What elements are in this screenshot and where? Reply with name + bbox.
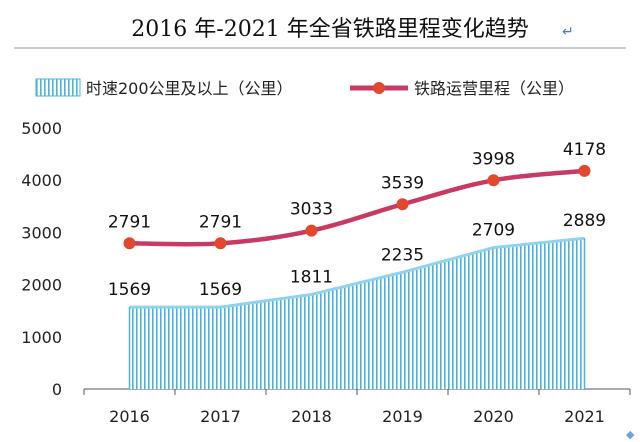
line-marker <box>214 237 227 250</box>
line-data-label: 3998 <box>472 149 515 169</box>
line-marker <box>123 237 136 250</box>
line-series <box>123 164 591 250</box>
legend-swatch-marker <box>373 82 385 94</box>
y-tick-label: 4000 <box>21 171 62 190</box>
area-series <box>128 236 586 389</box>
x-tick-label: 2021 <box>564 407 605 426</box>
y-axis: 0 1000 2000 3000 4000 5000 <box>21 119 62 399</box>
line-data-label: 3539 <box>381 173 424 193</box>
area-data-label: 2889 <box>563 211 606 231</box>
legend-label-line: 铁路运营里程（公里） <box>414 79 574 98</box>
y-tick-label: 5000 <box>21 119 62 138</box>
chart-title: 2016 年-2021 年全省铁路里程变化趋势 <box>131 17 528 42</box>
data-labels: 1569 1569 1811 2235 2709 2889 2791 2791 3033 3539… <box>108 140 606 300</box>
x-tick-label: 2017 <box>200 407 241 426</box>
y-tick-label: 2000 <box>21 276 62 295</box>
area-data-label: 2235 <box>381 245 424 265</box>
line-data-label: 3033 <box>290 200 333 220</box>
area-fill <box>129 238 585 389</box>
corner-arrow-icon: ◆ <box>626 428 635 441</box>
area-data-label: 1811 <box>290 267 333 287</box>
line-data-label: 2791 <box>108 212 151 232</box>
area-data-label: 1569 <box>108 280 151 300</box>
legend-swatch-area <box>35 78 81 97</box>
line-data-label: 2791 <box>199 212 242 232</box>
title-return-mark: ↵ <box>562 24 574 40</box>
line-marker <box>396 198 409 211</box>
line-path <box>129 168 585 247</box>
y-tick-label: 0 <box>52 380 62 399</box>
y-tick-label: 1000 <box>21 328 62 347</box>
legend: 时速200公里及以上（公里） 铁路运营里程（公里） <box>35 78 574 98</box>
y-tick-label: 3000 <box>21 223 62 242</box>
legend-label-area: 时速200公里及以上（公里） <box>86 79 293 98</box>
x-tick-label: 2020 <box>473 407 514 426</box>
area-top-edge <box>129 236 585 309</box>
line-marker <box>487 174 500 187</box>
x-axis: 2016 2017 2018 2019 2020 2021 <box>83 388 631 426</box>
x-tick-label: 2018 <box>291 407 332 426</box>
area-data-label: 1569 <box>199 280 242 300</box>
line-marker <box>305 224 318 237</box>
line-data-label: 4178 <box>563 140 606 160</box>
x-tick-label: 2019 <box>382 407 423 426</box>
area-data-label: 2709 <box>472 221 515 241</box>
line-marker <box>578 164 591 177</box>
x-tick-label: 2016 <box>109 407 150 426</box>
